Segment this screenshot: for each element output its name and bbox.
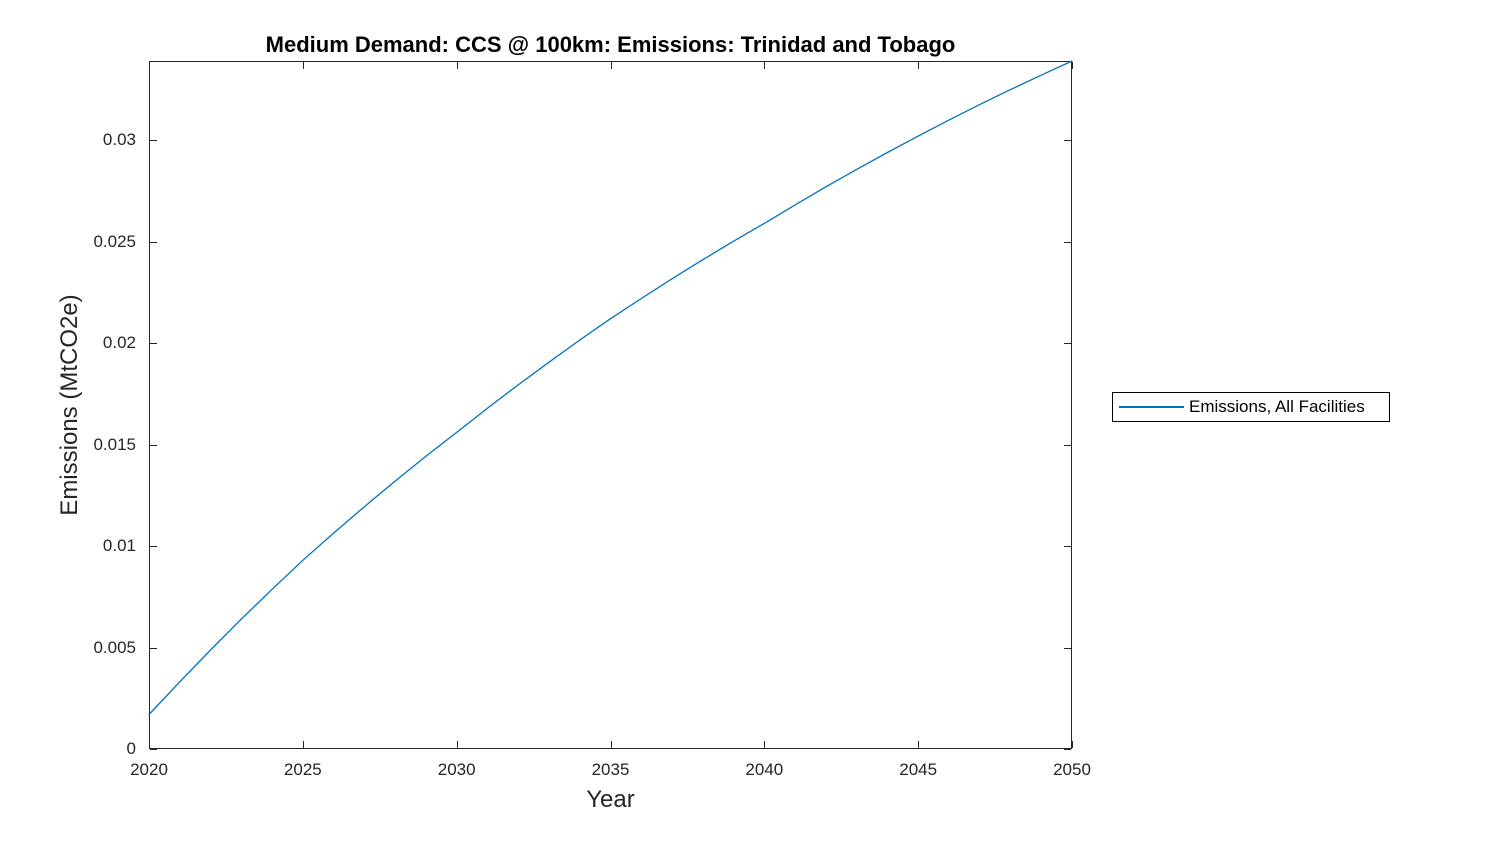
y-tick-label: 0.01 [102, 536, 136, 556]
legend-entry-label: Emissions, All Facilities [1189, 397, 1365, 416]
x-tick-label: 2040 [745, 760, 784, 779]
legend-line-sample [1119, 406, 1184, 408]
legend: Emissions, All Facilities [1112, 392, 1390, 422]
x-tick-label: 2020 [130, 760, 168, 779]
y-tick-label: 0.005 [93, 637, 136, 657]
y-tick-label: 0.015 [93, 434, 136, 454]
x-axis-label: Year [586, 786, 635, 813]
y-tick-label: 0.02 [102, 333, 136, 353]
series-line [148, 60, 1073, 716]
x-tick-label: 2035 [591, 760, 630, 779]
y-tick-label: 0.03 [102, 130, 136, 150]
x-tick-label: 2050 [1053, 760, 1091, 779]
x-tick-label: 2030 [437, 760, 476, 779]
y-tick-label: 0.025 [93, 231, 136, 251]
y-tick-label: 0 [126, 739, 136, 758]
chart-title: Medium Demand: CCS @ 100km: Emissions: T… [265, 32, 956, 57]
x-tick-label: 2025 [283, 760, 322, 779]
x-tick-label: 2045 [899, 760, 938, 779]
axes-box [149, 61, 1072, 749]
